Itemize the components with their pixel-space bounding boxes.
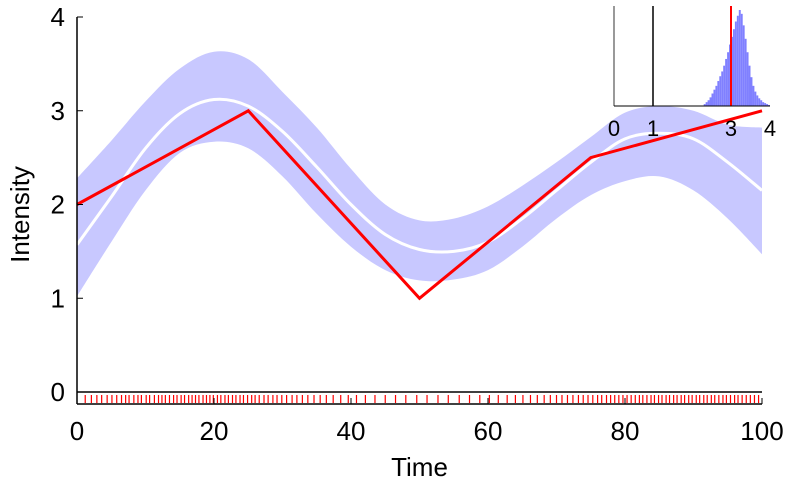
inset-bar	[758, 98, 761, 106]
inset-bar	[752, 85, 755, 106]
inset-bar	[760, 100, 763, 106]
inset-bar	[713, 89, 716, 106]
inset-bar	[715, 85, 718, 106]
y-axis-title: Intensity	[5, 166, 35, 263]
inset-bar	[746, 52, 749, 106]
x-tick-label: 0	[70, 416, 84, 446]
y-tick-label: 0	[51, 377, 65, 407]
inset-bar	[764, 103, 767, 106]
y-tick-label: 1	[51, 283, 65, 313]
inset-bar	[727, 52, 730, 106]
inset-bar	[732, 29, 735, 107]
inset-bar	[723, 65, 726, 106]
inset-bar	[711, 93, 714, 106]
inset-bar	[740, 13, 743, 107]
x-tick-label: 40	[337, 416, 366, 446]
inset-bars	[703, 10, 770, 107]
inset-bar	[738, 10, 741, 106]
y-tick-label: 2	[51, 190, 65, 220]
inset-bar	[703, 104, 706, 106]
x-tick-label: 100	[740, 416, 783, 446]
inset-bar	[707, 100, 710, 106]
x-tick-labels: 0 20 40 60 80 100	[70, 398, 784, 446]
inset-bar	[709, 97, 712, 106]
inset-bar	[736, 15, 739, 106]
inset-bar	[719, 76, 722, 106]
inset-tick-labels: 0 1 3 4	[608, 116, 776, 141]
inset-tick-label: 1	[647, 116, 659, 141]
inset-bar	[717, 81, 720, 106]
posterior-mean-line	[75, 97, 763, 254]
y-tick-labels: 0 1 2 3 4	[51, 2, 83, 407]
x-tick-label: 80	[611, 416, 640, 446]
inset-bar	[754, 91, 757, 106]
event-rug	[84, 395, 760, 403]
inset-bar	[756, 95, 759, 106]
x-tick-label: 20	[200, 416, 229, 446]
x-axis-title: Time	[391, 452, 448, 482]
inset-bar	[734, 21, 737, 106]
inset-bar	[744, 38, 747, 106]
y-tick-label: 3	[51, 96, 65, 126]
inset-bar	[742, 25, 745, 106]
inset-bar	[750, 77, 753, 106]
x-tick-label: 60	[474, 416, 503, 446]
y-tick-label: 4	[51, 2, 65, 32]
inset-bar	[766, 104, 769, 106]
inset-tick-label: 0	[608, 116, 620, 141]
inset-bar	[705, 102, 708, 106]
inset-histogram: 0 1 3 4	[608, 6, 776, 141]
inset-bar	[748, 65, 751, 106]
inset-bar	[762, 102, 765, 106]
inset-tick-label: 4	[764, 116, 776, 141]
inset-tick-label: 3	[725, 116, 737, 141]
true-intensity-line	[76, 108, 763, 301]
inset-bar	[721, 71, 724, 106]
inset-bar	[725, 58, 728, 106]
